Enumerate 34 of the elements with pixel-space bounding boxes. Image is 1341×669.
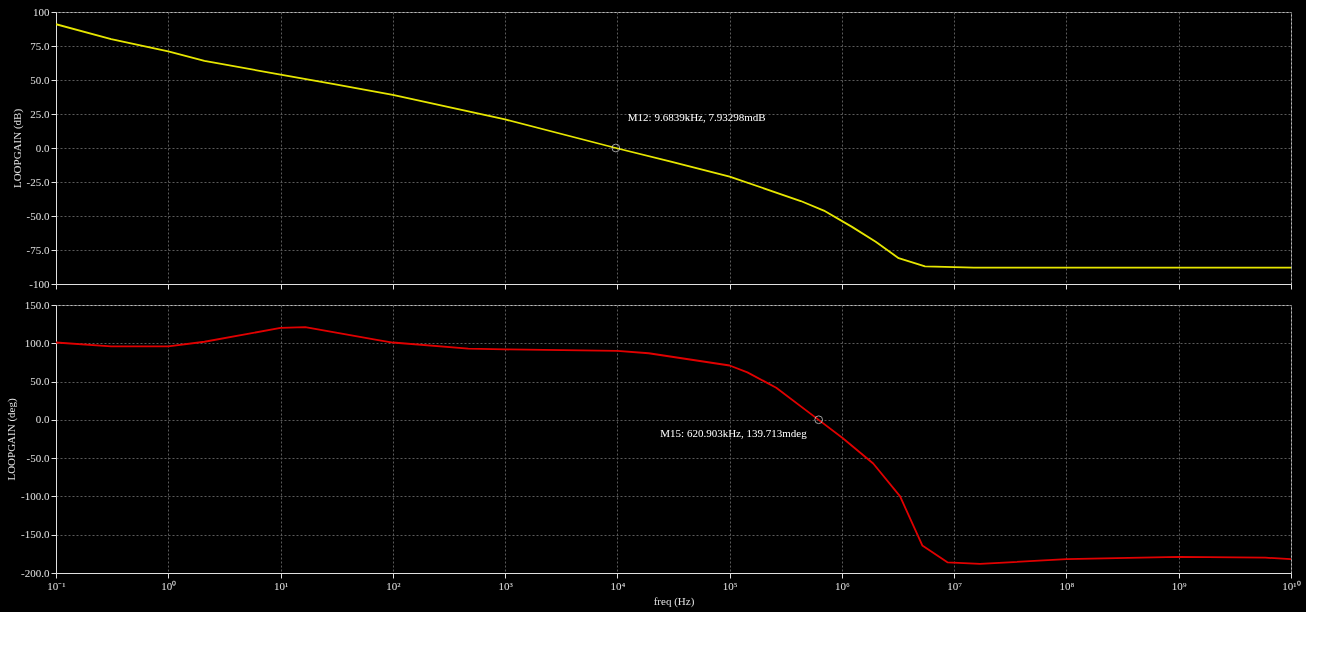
y-tick-label: 100.0	[24, 336, 50, 349]
y-tick-label: -200.0	[21, 566, 50, 579]
x-tick-label: 10³	[498, 579, 514, 592]
x-tick-label: 10⁵	[722, 579, 738, 592]
x-tick-label: 10⁸	[1059, 579, 1075, 592]
y-axis-title: LOOPGAIN (deg)	[5, 398, 19, 481]
x-tick-label: 10⁷	[947, 579, 963, 592]
y-tick-label: 0.0	[35, 413, 50, 426]
x-tick-label: 10⁴	[610, 579, 626, 592]
x-tick-label: 10⁶	[834, 579, 850, 592]
y-tick-label: 50.0	[30, 375, 50, 388]
y-tick-label: -50.0	[26, 209, 50, 222]
annotation: M15: 620.903kHz, 139.713mdeg	[660, 426, 808, 439]
y-tick-label: -25.0	[26, 175, 50, 188]
y-tick-label: 150.0	[24, 298, 50, 311]
x-tick-label: 10¹	[273, 579, 289, 592]
y-tick-label: 100	[33, 5, 50, 18]
x-axis-title: freq (Hz)	[653, 594, 695, 608]
x-tick-label: 10⁻¹	[47, 579, 66, 592]
x-tick-label: 10²	[386, 579, 402, 592]
y-tick-label: -100.0	[21, 489, 50, 502]
y-tick-label: 50.0	[30, 73, 50, 86]
y-axis-title: LOOPGAIN (dB)	[10, 108, 24, 189]
y-tick-label: 75.0	[30, 39, 50, 52]
y-tick-label: 25.0	[30, 107, 50, 120]
y-tick-label: -75.0	[26, 243, 50, 256]
annotation: M12: 9.6839kHz, 7.93298mdB	[627, 110, 766, 123]
y-tick-label: -100	[29, 277, 50, 290]
y-tick-label: 0.0	[35, 141, 50, 154]
y-tick-label: -50.0	[26, 451, 50, 464]
x-tick-label: 10¹⁰	[1282, 579, 1301, 592]
x-tick-label: 10⁰	[161, 579, 177, 592]
y-tick-label: -150.0	[21, 528, 50, 541]
x-tick-label: 10⁹	[1171, 579, 1187, 592]
